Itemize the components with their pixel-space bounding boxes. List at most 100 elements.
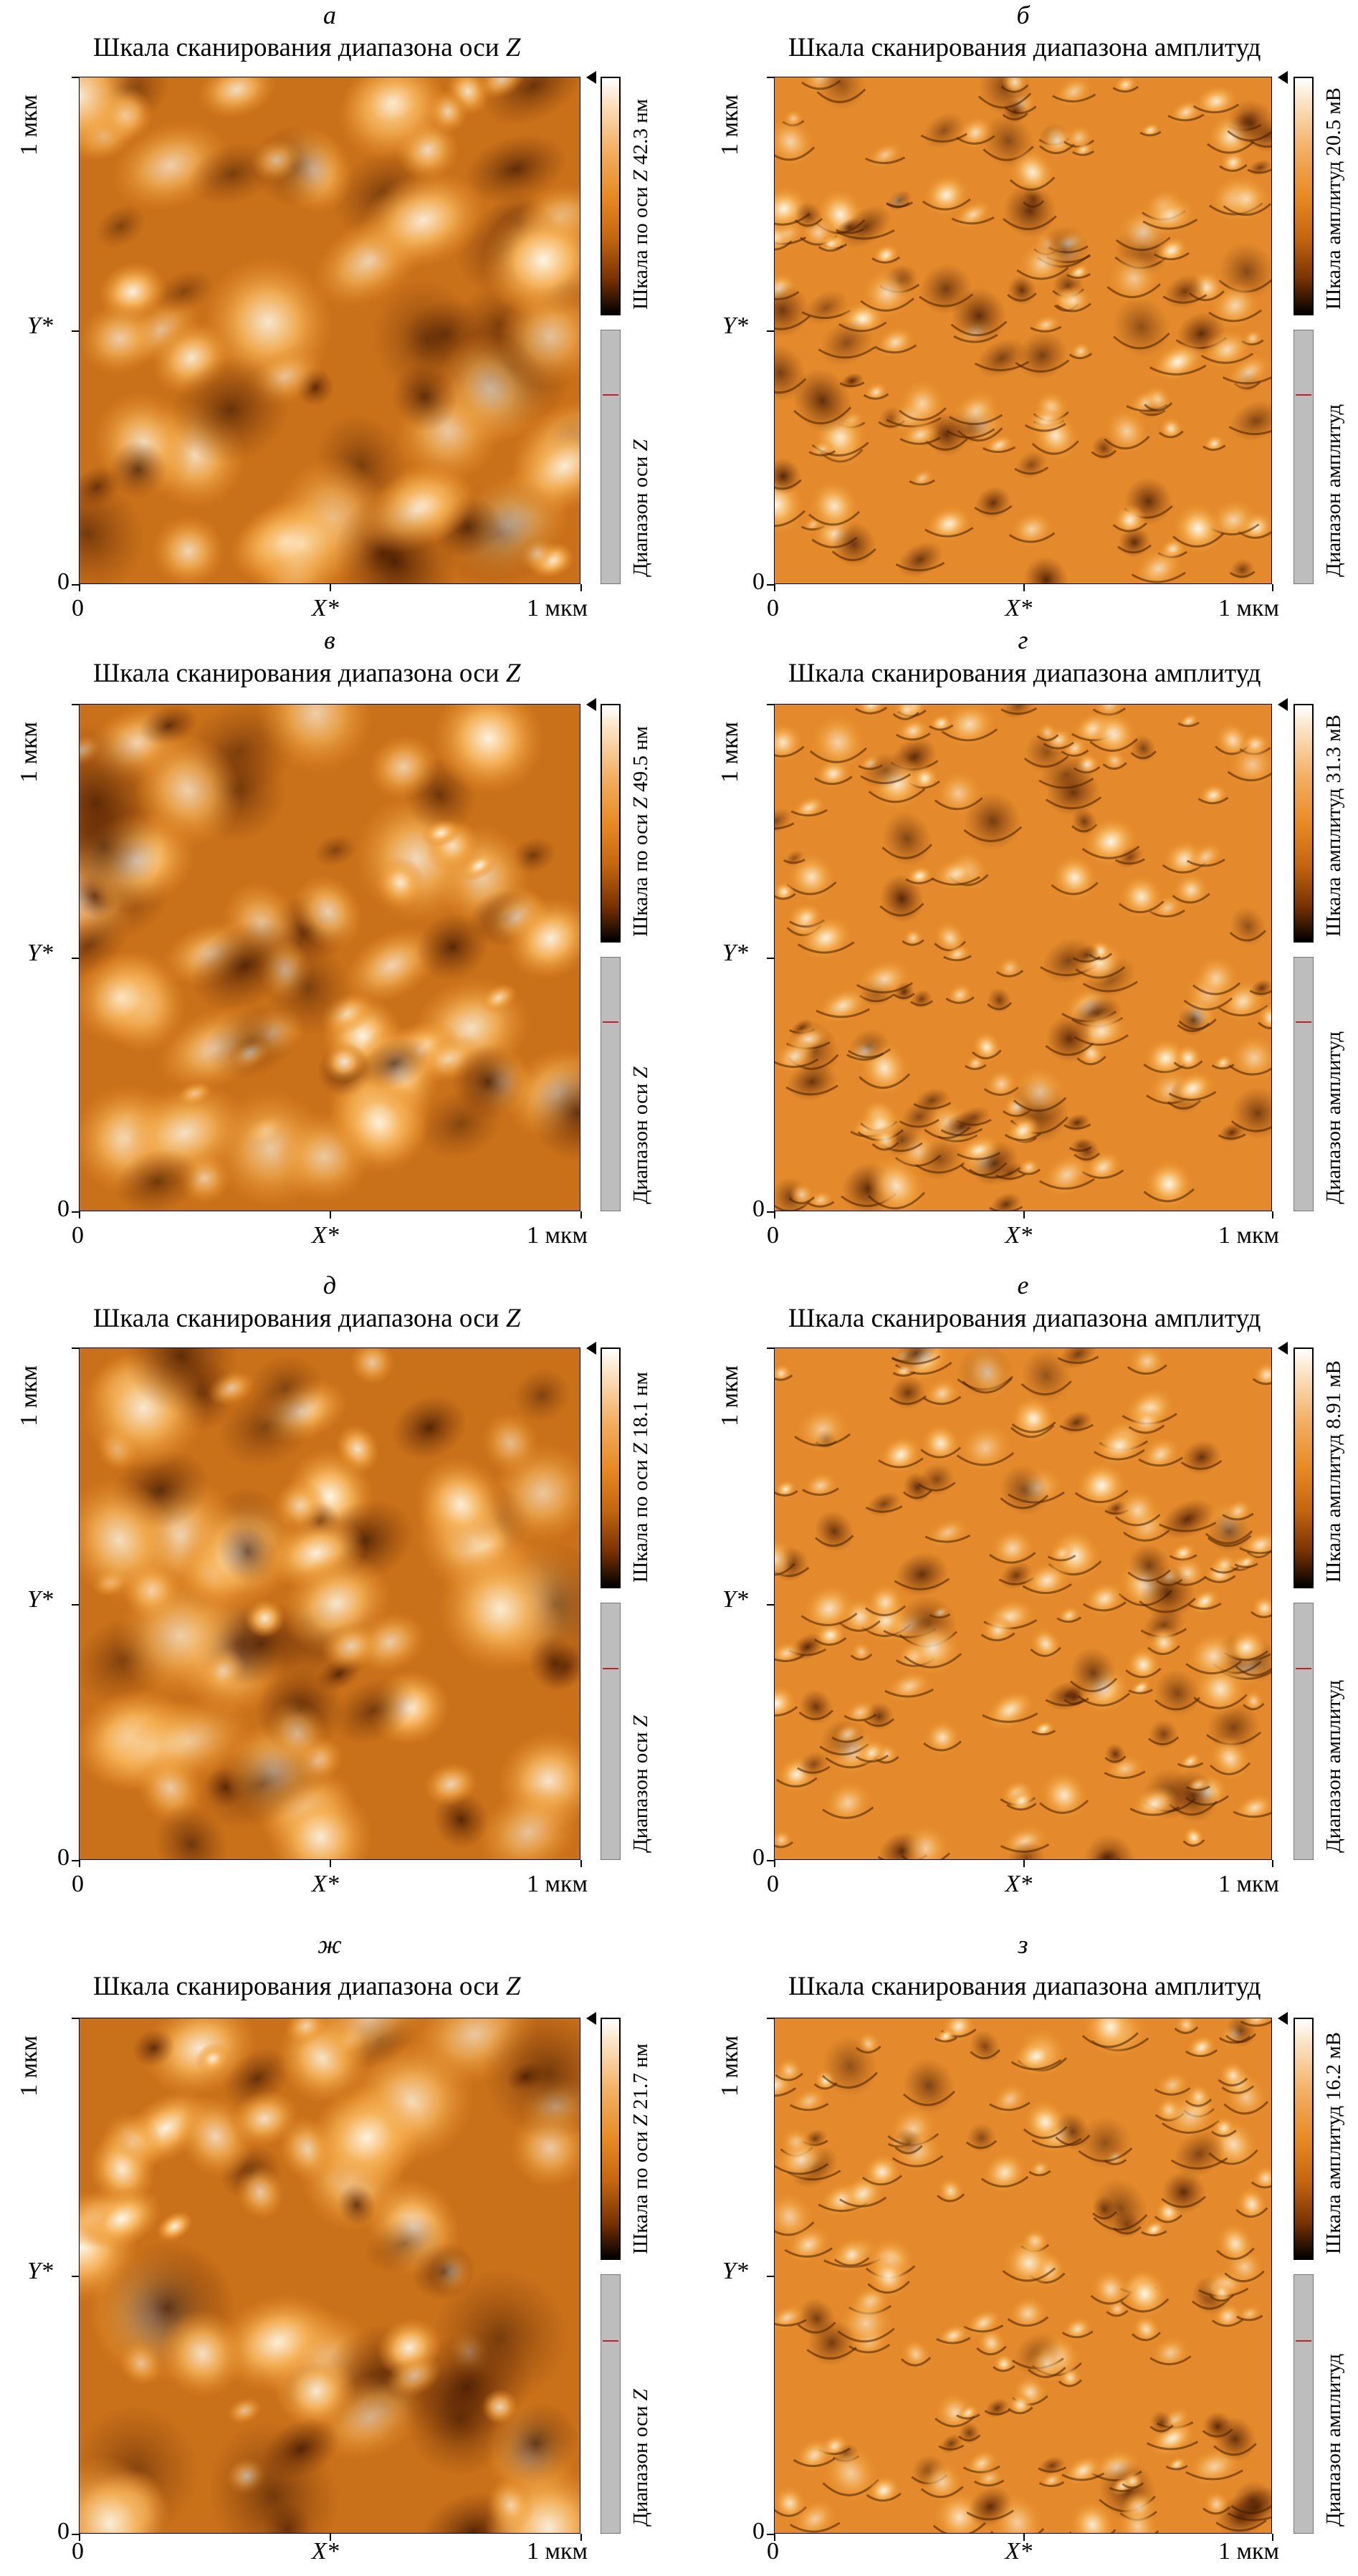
map-title: Шкала сканирования диапазона оси Z <box>93 1971 520 2002</box>
afm-scan-image <box>79 1347 580 1860</box>
x-tick <box>1272 1211 1273 1218</box>
range-marker <box>603 393 618 396</box>
x-tick <box>580 2534 582 2541</box>
range-label-variable: Z <box>629 1715 652 1727</box>
y-axis-max: 1 мкм <box>717 721 743 783</box>
y-tick <box>72 1347 79 1349</box>
map-title: Шкала сканирования диапазона оси Z <box>93 658 520 689</box>
x-axis-zero: 0 <box>767 595 779 621</box>
range-bar <box>601 330 621 584</box>
y-axis-label-text: Y* <box>27 1585 53 1613</box>
color-scale-label-text: Шкала по оси <box>629 181 652 310</box>
color-scale-label-text: Шкала по оси <box>629 2126 652 2254</box>
panel-letter: ж <box>317 1930 342 1959</box>
y-tick <box>72 77 79 78</box>
y-tick <box>767 77 774 78</box>
x-tick <box>1272 2534 1273 2541</box>
x-axis-label: X* <box>1005 1871 1033 1898</box>
map-title-variable: Z <box>505 1304 521 1333</box>
x-axis-label-text: X* <box>1005 2538 1033 2565</box>
range-label: Диапазон амплитуд <box>1322 2354 1346 2527</box>
range-bar <box>601 957 621 1211</box>
color-scale-label: Шкала по оси Z 49.5 нм <box>629 726 653 937</box>
color-scale-label-text: Шкала амплитуд 8.91 мВ <box>1322 1360 1345 1583</box>
x-axis-max: 1 мкм <box>1218 1222 1280 1249</box>
y-axis-zero: 0 <box>752 2518 765 2544</box>
y-tick <box>767 2534 774 2535</box>
color-scale-bar <box>1294 1347 1314 1588</box>
x-axis-zero: 0 <box>767 2538 779 2565</box>
panel-letter: б <box>1016 1 1030 29</box>
x-axis-label-text: X* <box>1005 595 1033 621</box>
x-axis-label-text: X* <box>312 1871 339 1897</box>
y-axis-label-text: Y* <box>27 2258 53 2284</box>
y-axis-zero: 0 <box>57 568 70 595</box>
x-axis-zero: 0 <box>72 2538 84 2565</box>
x-axis-label-text: X* <box>1005 1871 1033 1897</box>
x-axis-zero: 0 <box>767 1871 779 1897</box>
x-axis-label: X* <box>1005 2538 1033 2565</box>
y-axis-label: Y* <box>722 313 748 340</box>
y-tick <box>72 330 79 332</box>
color-scale-label-text: Шкала амплитуд 31.3 мВ <box>1322 714 1345 937</box>
panel-letter: з <box>1018 1930 1028 1959</box>
afm-scan-image <box>774 77 1272 584</box>
range-label: Диапазон амплитуд <box>1322 1680 1346 1853</box>
color-scale-value: 42.3 нм <box>629 98 652 171</box>
x-tick <box>330 1860 331 1867</box>
y-tick <box>767 330 774 332</box>
y-tick <box>767 704 774 705</box>
map-title-text: Шкала сканирования диапазона оси <box>93 33 506 62</box>
map-title: Шкала сканирования диапазона амплитуд <box>788 32 1261 63</box>
y-axis-label-text: Y* <box>722 940 748 966</box>
range-pointer-icon <box>1278 2012 1288 2025</box>
map-title-text: Шкала сканирования диапазона амплитуд <box>788 1304 1261 1333</box>
y-axis-max: 1 мкм <box>16 2035 42 2096</box>
color-scale-label: Шкала амплитуд 8.91 мВ <box>1322 1360 1346 1583</box>
x-tick <box>330 584 331 591</box>
x-axis-zero: 0 <box>72 1222 84 1249</box>
y-tick <box>767 958 774 959</box>
x-tick <box>1023 1860 1025 1867</box>
color-scale-label-text: Шкала амплитуд 20.5 мВ <box>1322 87 1345 310</box>
x-axis-max: 1 мкм <box>527 595 588 621</box>
x-axis-label-text: X* <box>312 2538 339 2565</box>
x-axis-label-text: X* <box>312 1222 339 1249</box>
color-scale-bar <box>601 1347 621 1588</box>
x-tick <box>774 2534 775 2541</box>
x-tick <box>330 2534 331 2541</box>
y-axis-label: Y* <box>722 940 748 967</box>
y-tick <box>72 1603 79 1606</box>
y-axis-max: 1 мкм <box>16 1365 42 1426</box>
afm-scan-image <box>79 704 580 1211</box>
range-bar <box>601 2274 621 2534</box>
color-scale-bar <box>601 2018 621 2260</box>
afm-scan-image <box>774 2018 1272 2534</box>
y-axis-zero: 0 <box>752 568 765 595</box>
color-scale-variable: Z <box>629 1443 652 1455</box>
color-scale-variable: Z <box>629 2114 652 2127</box>
x-axis-max: 1 мкм <box>1218 595 1280 621</box>
color-scale-value: 18.1 нм <box>629 1371 652 1444</box>
range-label-text: Диапазон амплитуд <box>1322 1679 1345 1853</box>
map-title-text: Шкала сканирования диапазона амплитуд <box>788 659 1261 688</box>
range-label: Диапазон оси Z <box>629 439 653 577</box>
map-title-variable: Z <box>505 1972 521 2001</box>
color-scale-label-text: Шкала по оси <box>629 1454 652 1583</box>
y-axis-label: Y* <box>27 1586 53 1613</box>
y-axis-label: Y* <box>27 940 53 967</box>
range-pointer-icon <box>586 71 596 84</box>
color-scale-label: Шкала по оси Z 42.3 нм <box>629 99 653 310</box>
color-scale-label: Шкала амплитуд 20.5 мВ <box>1322 87 1346 310</box>
x-tick <box>774 1860 775 1867</box>
x-tick <box>580 1860 582 1867</box>
y-tick <box>72 2534 79 2535</box>
y-tick <box>72 704 79 705</box>
y-axis-label-text: Y* <box>27 313 53 339</box>
x-tick <box>1023 584 1025 591</box>
map-title-text: Шкала сканирования диапазона амплитуд <box>788 33 1261 62</box>
x-axis-label: X* <box>312 2538 339 2565</box>
color-scale-bar <box>601 77 621 315</box>
range-label: Диапазон оси Z <box>629 2389 653 2527</box>
panel-letter: а <box>323 1 336 29</box>
